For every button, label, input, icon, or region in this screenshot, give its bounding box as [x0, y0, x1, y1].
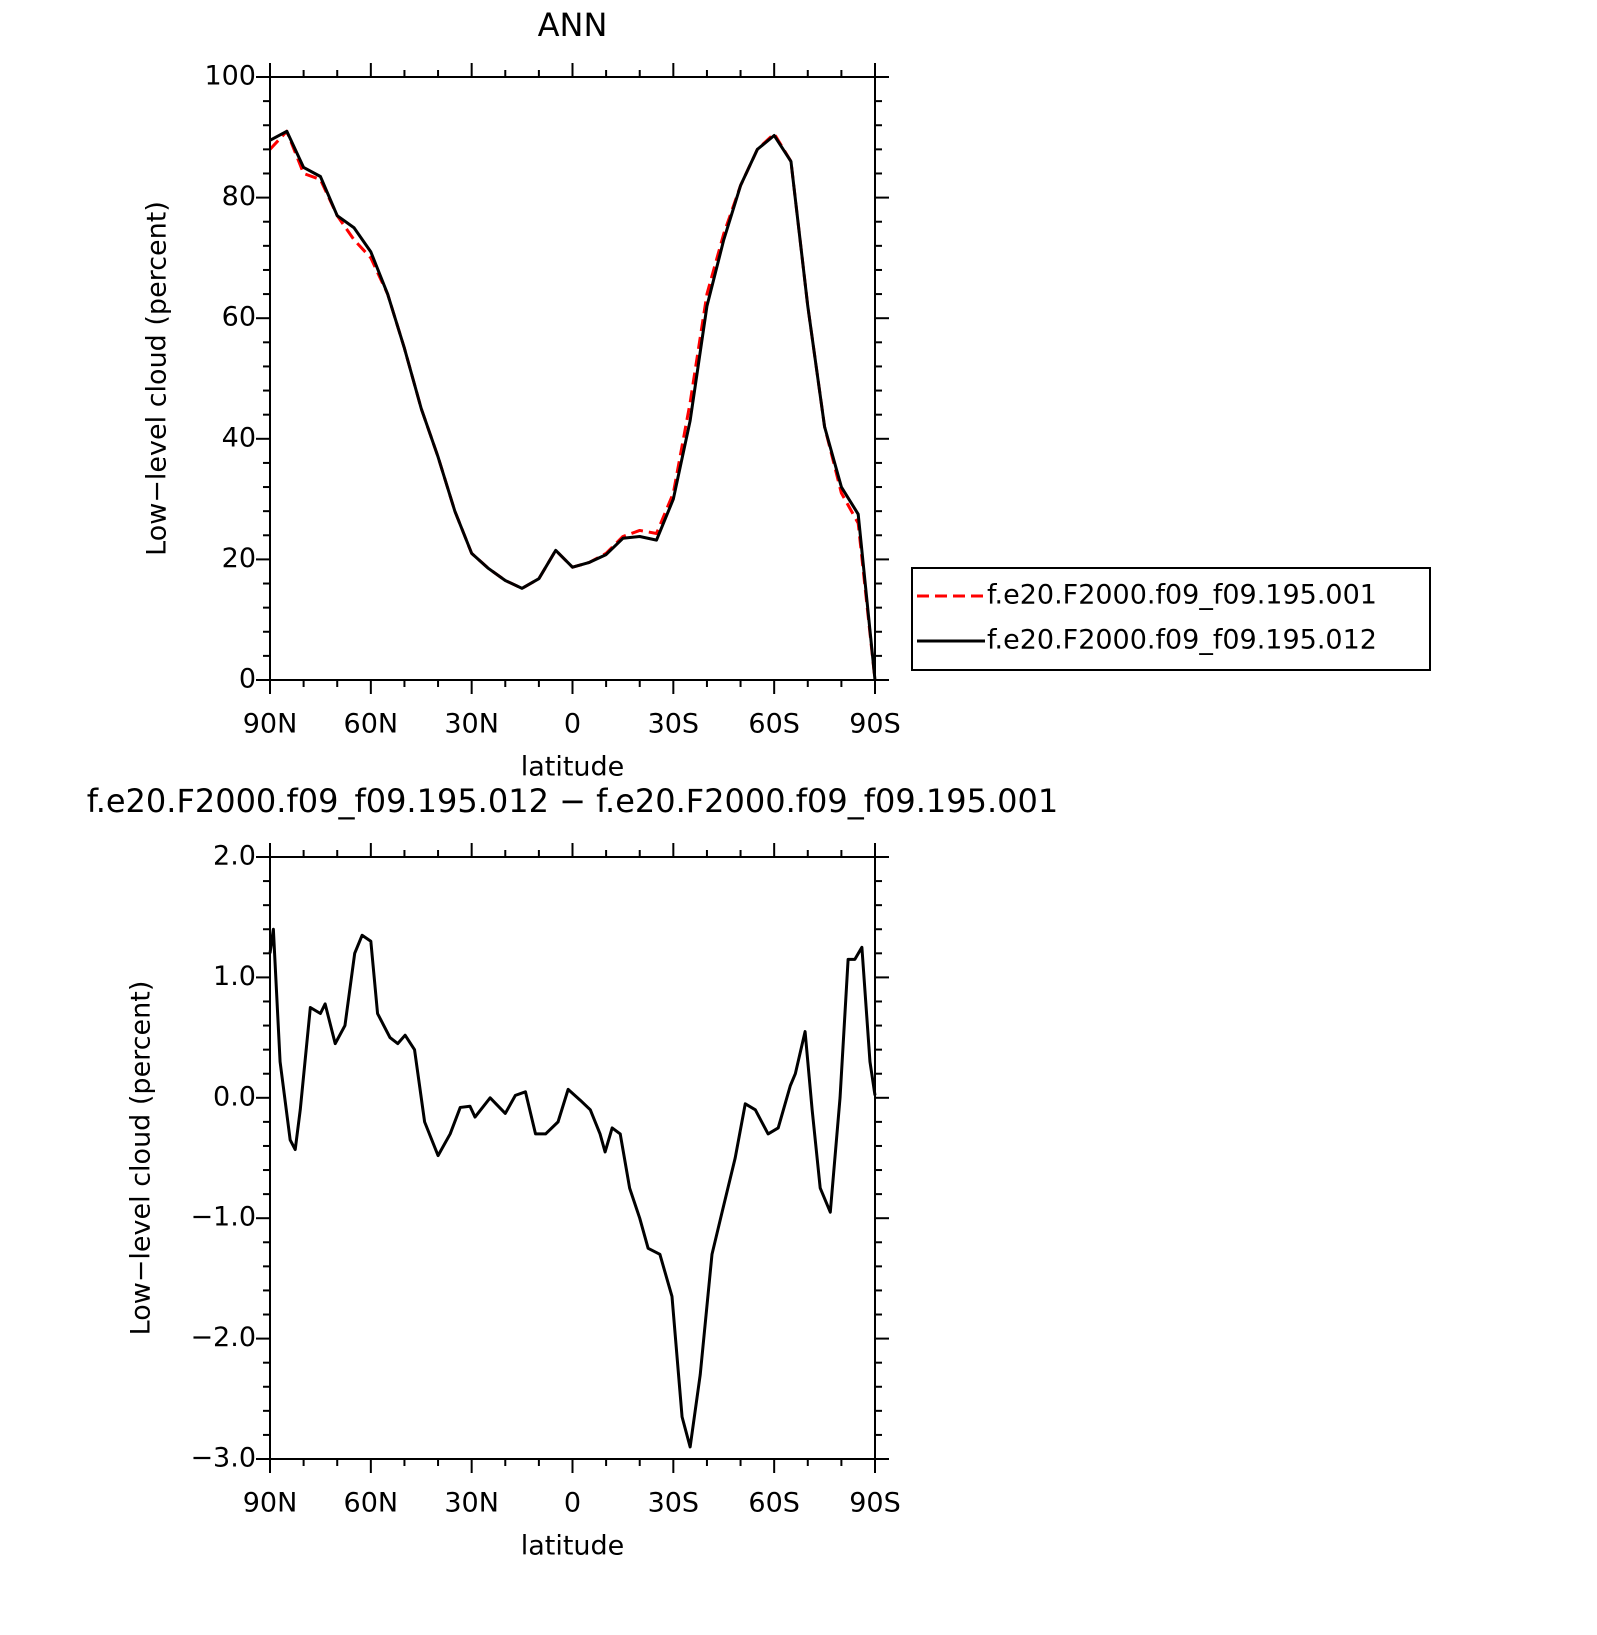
chart-title: f.e20.F2000.f09_f09.195.012 − f.e20.F200… — [87, 782, 1059, 820]
y-tick-label: 100 — [204, 61, 256, 92]
y-tick-label: −2.0 — [190, 1322, 256, 1353]
x-tick-label: 0 — [564, 1488, 581, 1519]
x-tick-label: 30S — [648, 709, 700, 740]
y-tick-label: 40 — [222, 422, 256, 453]
legend-box — [911, 567, 1431, 671]
y-tick-label: 20 — [222, 543, 256, 574]
x-tick-label: 60S — [748, 709, 800, 740]
y-tick-label: 1.0 — [213, 961, 256, 992]
y-tick-label: 0.0 — [213, 1081, 256, 1112]
series-line — [268, 927, 877, 1449]
y-axis-label: Low−level cloud (percent) — [126, 981, 157, 1336]
x-tick-label: 90N — [243, 1488, 298, 1519]
x-tick-label: 0 — [564, 709, 581, 740]
y-tick-label: 2.0 — [213, 841, 256, 872]
y-axis-label: Low−level cloud (percent) — [142, 201, 173, 556]
x-tick-label: 90S — [849, 709, 901, 740]
x-tick-label: 30N — [444, 1488, 499, 1519]
series-line — [269, 129, 877, 681]
legend-label: f.e20.F2000.f09_f09.195.012 — [987, 625, 1377, 656]
series-line — [268, 129, 877, 681]
x-tick-label: 60N — [344, 1488, 399, 1519]
x-tick-label: 60S — [748, 1488, 800, 1519]
y-tick-label: 80 — [222, 181, 256, 212]
y-tick-label: −3.0 — [190, 1443, 256, 1474]
plot-frame — [269, 856, 876, 1460]
plot-frame — [269, 76, 876, 681]
x-tick-label: 30S — [648, 1488, 700, 1519]
y-tick-label: 0 — [239, 664, 256, 695]
x-tick-label: 30N — [444, 709, 499, 740]
x-tick-label: 90S — [849, 1488, 901, 1519]
chart-title: ANN — [538, 6, 608, 44]
legend-label: f.e20.F2000.f09_f09.195.001 — [987, 580, 1377, 611]
y-tick-label: 60 — [222, 302, 256, 333]
x-axis-label: latitude — [521, 1531, 625, 1562]
x-tick-label: 90N — [243, 709, 298, 740]
x-tick-label: 60N — [344, 709, 399, 740]
x-axis-label: latitude — [521, 752, 625, 783]
y-tick-label: −1.0 — [190, 1202, 256, 1233]
